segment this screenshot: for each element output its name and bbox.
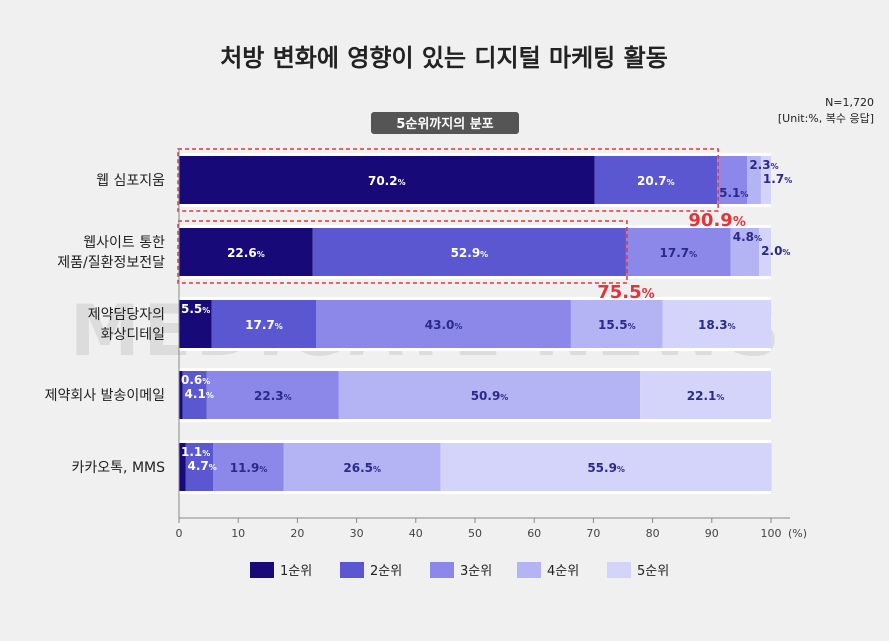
x-tick-label: 10	[231, 527, 245, 540]
x-tick-label: 60	[527, 527, 541, 540]
data-label: 15.5%	[598, 318, 636, 332]
x-tick-label: 20	[290, 527, 304, 540]
bar-segment	[179, 300, 212, 348]
legend-swatch	[607, 562, 631, 578]
legend-swatch	[340, 562, 364, 578]
chart-subtitle: 5순위까지의 분포	[396, 116, 493, 132]
data-label: 55.9%	[587, 461, 625, 475]
category-label: 제품/질환정보전달	[57, 255, 165, 271]
x-tick-label: 90	[705, 527, 719, 540]
sample-size-note: N=1,720	[825, 96, 874, 109]
bar-segment	[316, 300, 571, 348]
legend-swatch	[430, 562, 454, 578]
data-label: 0.6%	[181, 373, 210, 387]
x-unit-label: (%)	[788, 527, 807, 540]
legend-label: 3순위	[460, 564, 492, 579]
x-tick-label: 0	[176, 527, 183, 540]
bar-segment	[662, 300, 771, 348]
bar-segment	[312, 228, 626, 276]
data-label: 22.3%	[254, 389, 292, 403]
data-label: 11.9%	[230, 461, 268, 475]
highlight-box	[177, 220, 628, 284]
category-label: 제약담당자의	[88, 307, 165, 323]
x-tick-label: 30	[350, 527, 364, 540]
data-label: 4.7%	[188, 459, 217, 473]
bar-segment	[179, 156, 595, 204]
bar-segment	[179, 443, 186, 491]
bar-segment	[283, 443, 441, 491]
bar-segment	[625, 228, 731, 276]
data-label: 22.1%	[687, 389, 725, 403]
data-label: 43.0%	[425, 318, 463, 332]
bar-segment	[440, 443, 772, 491]
data-label: 70.2%	[368, 174, 406, 188]
x-tick-label: 80	[646, 527, 660, 540]
data-label: 1.1%	[181, 445, 210, 459]
legend-swatch	[517, 562, 541, 578]
category-label: 웹 심포지움	[96, 173, 165, 189]
legend-label: 4순위	[547, 564, 579, 579]
category-label: 카카오톡, MMS	[72, 460, 166, 476]
x-tick-label: 100	[761, 527, 782, 540]
data-label: 1.7%	[763, 172, 792, 186]
bar-segment	[182, 371, 207, 419]
data-label: 22.6%	[227, 246, 265, 260]
data-label: 18.3%	[698, 318, 736, 332]
bar-segment	[759, 228, 771, 276]
legend-label: 2순위	[370, 564, 402, 579]
bar-segment	[570, 300, 663, 348]
data-label: 17.7%	[245, 318, 283, 332]
data-label: 2.0%	[761, 244, 790, 258]
data-label: 4.8%	[733, 230, 762, 244]
bar-segment	[338, 371, 641, 419]
legend-label: 5순위	[637, 564, 669, 579]
x-tick-label: 50	[468, 527, 482, 540]
subtitle-pill	[371, 112, 519, 134]
bar-segment	[594, 156, 718, 204]
bar-segment	[213, 443, 284, 491]
data-label: 20.7%	[637, 174, 675, 188]
bar-segment	[206, 371, 339, 419]
highlight-total: 90.9%	[688, 210, 745, 231]
bar-segment	[179, 371, 183, 419]
legend-swatch	[250, 562, 274, 578]
data-label: 4.1%	[185, 387, 214, 401]
unit-note: [Unit:%, 복수 응답]	[778, 112, 874, 125]
data-label: 17.7%	[660, 246, 698, 260]
x-tick-label: 70	[586, 527, 600, 540]
data-label: 2.3%	[749, 158, 778, 172]
category-label: 제약회사 발송이메일	[45, 388, 165, 404]
category-label: 웹사이트 통한	[83, 235, 165, 251]
bar-segment	[717, 156, 748, 204]
bar-segment	[747, 156, 761, 204]
bar-segment	[211, 300, 317, 348]
bar-segment	[179, 228, 313, 276]
bar-segment	[185, 443, 214, 491]
legend-label: 1순위	[280, 564, 312, 579]
data-label: 50.9%	[471, 389, 509, 403]
highlight-total: 75.5%	[597, 282, 654, 303]
x-tick-label: 40	[409, 527, 423, 540]
data-label: 5.1%	[719, 186, 748, 200]
bar-segment	[640, 371, 771, 419]
chart-title: 처방 변화에 영향이 있는 디지털 마케팅 활동	[220, 44, 668, 72]
data-label: 26.5%	[343, 461, 381, 475]
data-label: 52.9%	[451, 246, 489, 260]
bar-segment	[760, 156, 771, 204]
bar-segment	[730, 228, 760, 276]
category-label: 화상디테일	[101, 327, 165, 343]
data-label: 5.5%	[181, 302, 210, 316]
